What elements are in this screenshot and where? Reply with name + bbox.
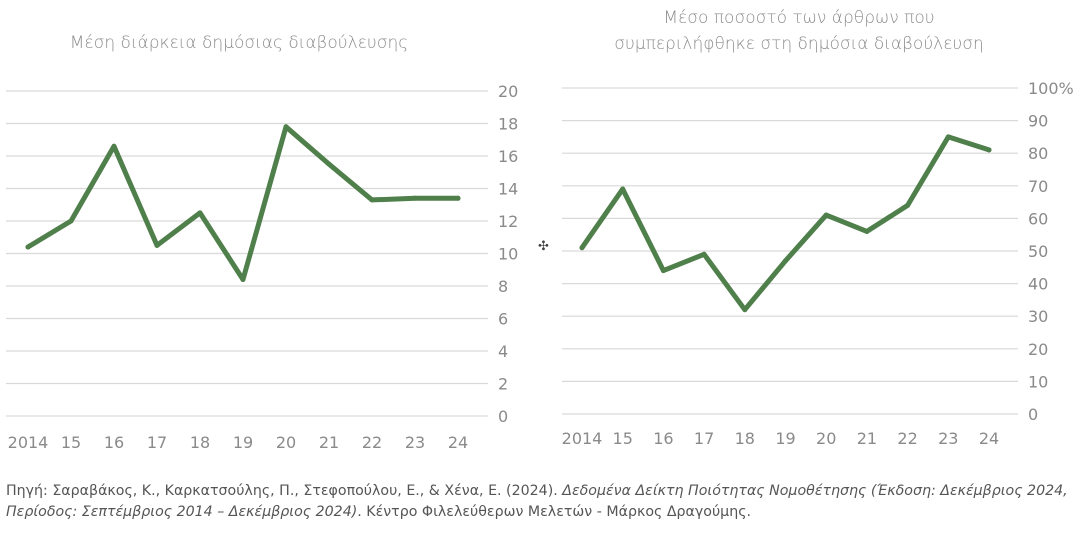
x-tick-label: 21 (319, 433, 339, 452)
x-tick-label: 19 (775, 429, 795, 448)
y-tick-label: 0 (1028, 405, 1038, 424)
y-tick-label: 6 (498, 310, 508, 329)
y-tick-label: 20 (498, 82, 518, 101)
y-tick-label: 80 (1028, 144, 1048, 163)
source-note: Πηγή: Σαραβάκος, Κ., Καρκατσούλης, Π., Σ… (6, 481, 1084, 523)
x-tick-label: 16 (653, 429, 673, 448)
x-tick-label: 23 (405, 433, 425, 452)
x-tick-label: 20 (816, 429, 836, 448)
y-tick-label: 10 (498, 245, 518, 264)
x-tick-label: 15 (613, 429, 633, 448)
data-point (783, 258, 788, 264)
source-italic-title: Δεδομένα Δείκτη Ποιότητας Νομοθέτησης (Έ… (6, 483, 1068, 520)
y-tick-label: 70 (1028, 177, 1048, 196)
x-tick-label: 23 (938, 429, 958, 448)
x-tick-label: 2014 (8, 433, 49, 452)
data-point (240, 277, 246, 282)
data-point (326, 161, 332, 167)
y-tick-label: 0 (498, 407, 508, 426)
y-tick-label: 90 (1028, 112, 1048, 131)
data-point (197, 210, 203, 216)
series-line (25, 124, 461, 282)
x-tick-label: 17 (694, 429, 714, 448)
chart-1: Μέση διάρκεια δημόσιας διαβούλευσης02468… (6, 33, 518, 452)
y-tick-label: 60 (1028, 209, 1048, 228)
data-point (701, 251, 707, 257)
charts-canvas: Μέση διάρκεια δημόσιας διαβούλευσης02468… (6, 8, 1074, 452)
x-tick-label: 22 (897, 429, 917, 448)
data-point (25, 244, 31, 250)
chart-title-line: Μέση διάρκεια δημόσιας διαβούλευσης (70, 33, 409, 53)
y-tick-label: 12 (498, 212, 518, 231)
data-point (905, 202, 911, 208)
x-tick-label: 21 (857, 429, 877, 448)
data-point (68, 218, 74, 224)
data-point (579, 245, 585, 251)
chart-2: Μέσο ποσοστό των άρθρων που συμπεριλήφθηκ… (562, 8, 1074, 448)
data-point (283, 124, 289, 130)
data-point (986, 147, 992, 153)
x-tick-label: 15 (61, 433, 81, 452)
data-point (369, 197, 375, 203)
x-tick-label: 18 (735, 429, 755, 448)
data-point (742, 307, 748, 313)
x-tick-label: 17 (147, 433, 167, 452)
y-tick-label: 20 (1028, 340, 1048, 359)
data-point (412, 195, 418, 201)
y-tick-label: 16 (498, 147, 518, 166)
y-tick-label: 10 (1028, 372, 1048, 391)
chart-title-line: Μέσο ποσοστό των άρθρων που (663, 8, 934, 28)
y-tick-label: 50 (1028, 242, 1048, 261)
data-point (154, 242, 160, 248)
x-tick-label: 16 (104, 433, 124, 452)
x-tick-label: 2014 (562, 429, 603, 448)
y-tick-label: 30 (1028, 307, 1048, 326)
source-suffix: . Κέντρο Φιλελεύθερων Μελετών - Μάρκος Δ… (357, 504, 752, 520)
y-tick-label: 14 (498, 180, 518, 199)
data-point (111, 143, 117, 149)
y-tick-label: 8 (498, 277, 508, 296)
data-point (864, 228, 870, 234)
y-tick-label: 4 (498, 342, 508, 361)
source-prefix: Πηγή: Σαραβάκος, Κ., Καρκατσούλης, Π., Σ… (6, 483, 563, 499)
data-point (945, 134, 951, 140)
x-tick-label: 20 (276, 433, 296, 452)
chart-title-line: συμπεριλήφθηκε στη δημόσια διαβούλευση (614, 34, 984, 54)
y-tick-label: 100% (1028, 79, 1074, 98)
data-point (823, 212, 829, 218)
x-tick-label: 24 (979, 429, 999, 448)
move-cursor-icon: ✣ (538, 239, 549, 254)
data-point (620, 186, 626, 192)
data-point (660, 268, 666, 274)
y-tick-label: 2 (498, 375, 508, 394)
x-tick-label: 18 (190, 433, 210, 452)
x-tick-label: 24 (448, 433, 468, 452)
y-tick-label: 18 (498, 115, 518, 134)
data-point (455, 195, 461, 201)
x-tick-label: 19 (233, 433, 253, 452)
y-tick-label: 40 (1028, 275, 1048, 294)
x-tick-label: 22 (362, 433, 382, 452)
